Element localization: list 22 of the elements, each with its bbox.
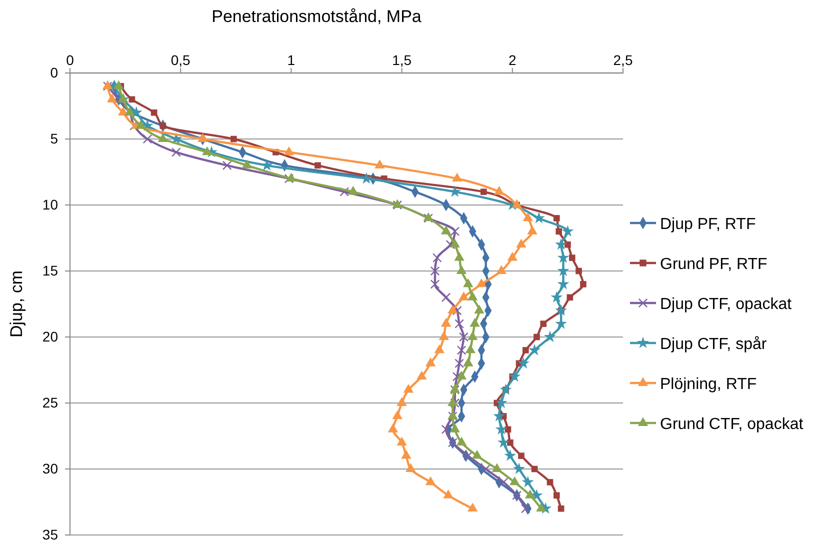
x-axis-title: Penetrationsmotstånd, MPa	[212, 7, 422, 26]
x-tick-label: 0,5	[170, 52, 191, 68]
y-tick-label: 35	[42, 526, 58, 542]
x-tick-label: 1,5	[392, 52, 412, 68]
x-tick-label: 0	[66, 52, 74, 68]
y-tick-label: 25	[42, 394, 58, 410]
y-tick-label: 15	[42, 262, 58, 278]
y-tick-label: 20	[42, 328, 58, 344]
y-tick-label: 5	[50, 130, 58, 146]
legend-label: Plöjning, RTF	[660, 376, 757, 393]
x-tick-label: 1	[287, 52, 296, 68]
legend-label: Grund PF, RTF	[660, 256, 768, 273]
legend-label: Grund CTF, opackat	[660, 416, 804, 433]
y-tick-label: 0	[50, 64, 58, 80]
legend-label: Djup CTF, opackat	[660, 296, 792, 313]
x-tick-label: 2	[508, 52, 516, 68]
x-tick-label: 2,5	[613, 52, 633, 68]
legend-label: Djup CTF, spår	[660, 336, 768, 353]
y-axis-title: Djup, cm	[7, 270, 26, 338]
y-tick-label: 30	[42, 460, 58, 476]
legend-label: Djup PF, RTF	[660, 216, 756, 233]
y-tick-label: 10	[42, 196, 58, 212]
